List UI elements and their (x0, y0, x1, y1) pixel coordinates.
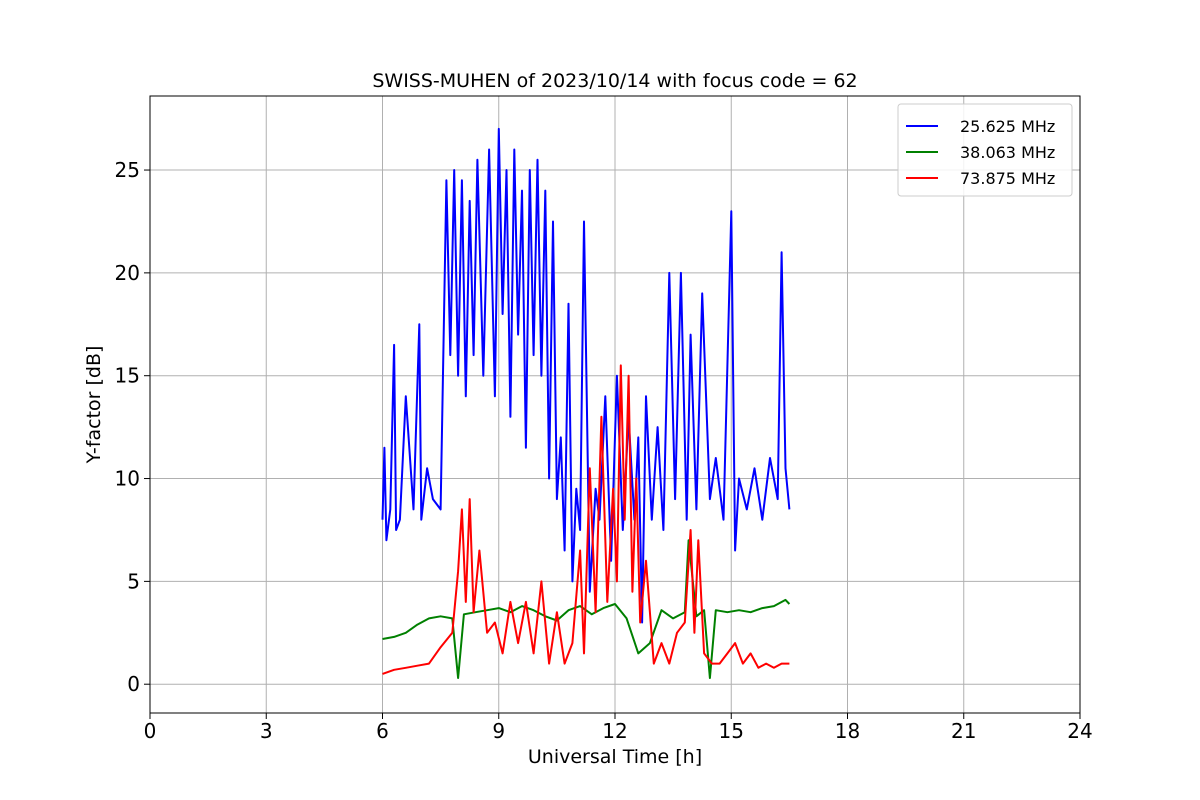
legend-box (897, 103, 1073, 197)
legend-label: 38.063 MHz (960, 143, 1055, 162)
y-tick-label: 15 (115, 364, 140, 388)
y-tick-label: 20 (115, 261, 140, 285)
series-line-2 (382, 539, 791, 679)
x-tick-label: 9 (492, 719, 505, 743)
y-tick-label: 0 (127, 672, 140, 696)
x-tick-label: 0 (144, 719, 157, 743)
x-tick-label: 15 (719, 719, 744, 743)
series-line-3 (382, 364, 790, 675)
x-tick-label: 6 (376, 719, 389, 743)
y-tick-label: 10 (115, 467, 140, 491)
y-tick-label: 5 (127, 569, 140, 593)
x-axis-label: Universal Time [h] (528, 746, 702, 768)
axis-ticks: 0 3 6 9 12 15 18 21 24 0 5 10 15 20 25 (115, 158, 1093, 743)
series-line-1 (381, 127, 791, 624)
legend-label: 73.875 MHz (960, 169, 1055, 188)
plot-area (381, 127, 791, 679)
y-tick-label: 25 (115, 158, 140, 182)
x-tick-label: 18 (835, 719, 860, 743)
x-tick-label: 12 (602, 719, 627, 743)
legend: 25.625 MHz 38.063 MHz 73.875 MHz (897, 103, 1073, 197)
x-tick-label: 24 (1067, 719, 1092, 743)
x-tick-label: 3 (260, 719, 273, 743)
y-axis-label: Y-factor [dB] (83, 346, 105, 465)
chart-title: SWISS-MUHEN of 2023/10/14 with focus cod… (372, 70, 857, 92)
legend-label: 25.625 MHz (960, 117, 1055, 136)
x-tick-label: 21 (951, 719, 976, 743)
